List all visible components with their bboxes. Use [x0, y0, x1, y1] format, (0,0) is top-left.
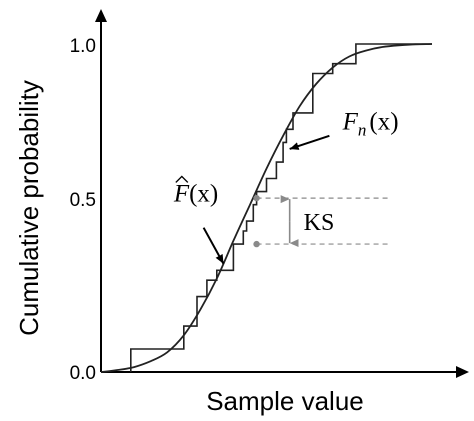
ks-bottom-point	[253, 240, 260, 248]
y-tick-label-1: 0.5	[70, 190, 96, 211]
f-n-sub: n	[358, 120, 367, 139]
empirical-cdf-step	[130, 43, 432, 372]
ks-top-point	[253, 194, 260, 202]
y-axis-label: Cumulative probability	[14, 80, 44, 336]
x-axis-label: Sample value	[206, 386, 364, 416]
f-hat-arrow	[202, 227, 225, 265]
y-tick-label-2: 1.0	[70, 36, 96, 57]
y-tick-label-0: 0.0	[70, 363, 96, 384]
f-hat-arg: (x)	[189, 180, 218, 207]
ks-label: KS	[304, 210, 335, 236]
f-n-arrow	[289, 134, 330, 150]
f-hat-base: F	[173, 180, 190, 207]
f-n-base: F	[342, 108, 359, 135]
f-hat-caret	[175, 175, 189, 183]
f-hat-label: F(x)	[173, 180, 218, 207]
y-axis-arrow	[95, 9, 107, 22]
theoretical-cdf-curve	[100, 43, 433, 373]
x-axis-arrow	[456, 366, 469, 378]
f-n-arg: (x)	[369, 108, 398, 135]
f-n-label: Fn (x)	[342, 108, 399, 139]
